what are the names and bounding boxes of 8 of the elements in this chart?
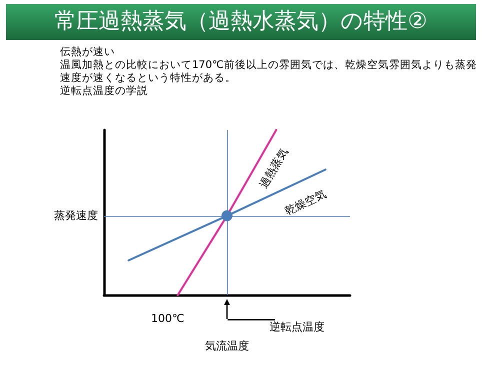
text: 100℃ <box>151 312 184 325</box>
ref-line-label: 蒸発速度 <box>54 208 98 222</box>
chart-subtitle: 伝熱が速い <box>60 46 116 59</box>
text: 逆転点温度の学説 <box>60 85 149 98</box>
text: 逆転点温度 <box>270 320 324 334</box>
x-axis-title: 気流温度 <box>205 340 249 352</box>
text: 温風加熱との比較において170℃前後以上の雰囲気では、乾燥空気雰囲気よりも蒸発速度が速くなるという特性がある。 <box>60 59 478 85</box>
chart-title: 常圧過熱蒸気（過熱水蒸気）の特性② <box>6 4 476 40</box>
